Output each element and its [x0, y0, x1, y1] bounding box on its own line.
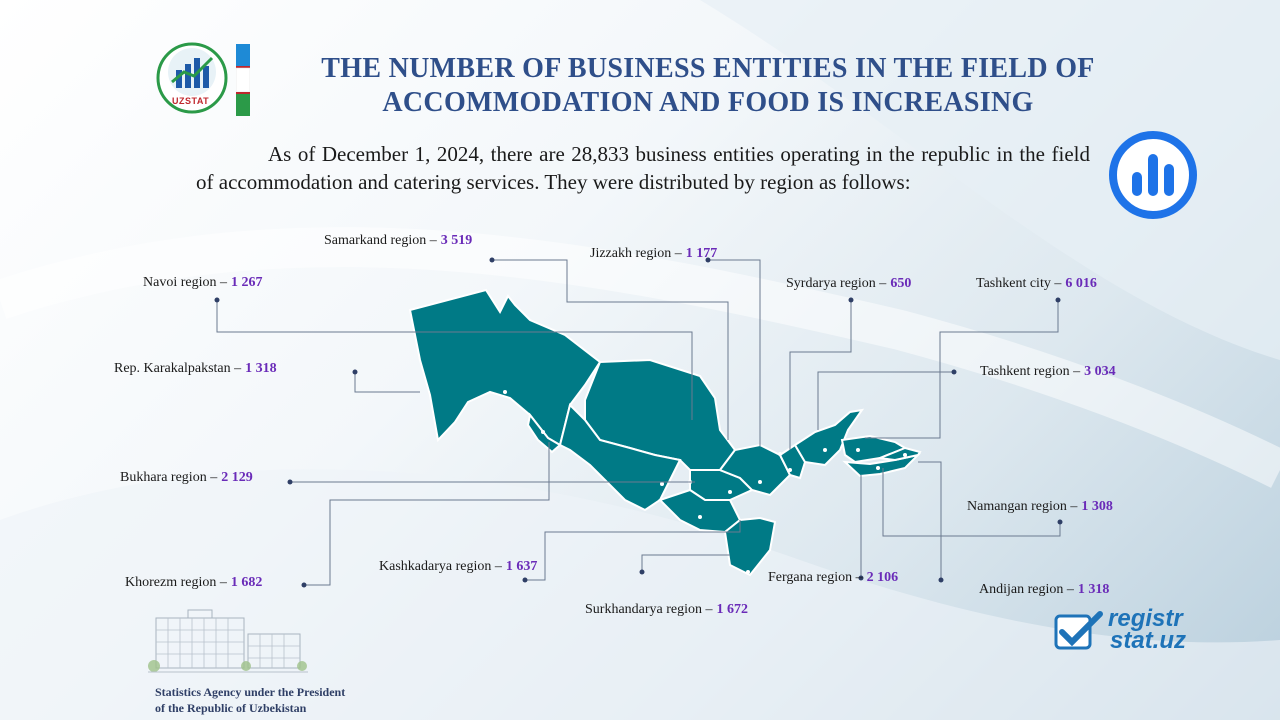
registr-stat-logo: registr stat.uz	[1108, 605, 1187, 654]
agency-name: Statistics Agency under the President of…	[155, 684, 345, 716]
title-line-1: THE NUMBER OF BUSINESS ENTITIES IN THE F…	[321, 53, 1095, 84]
label-khorezm: Khorezm region –1 682	[125, 575, 263, 590]
site-line-1: registr	[1108, 605, 1183, 632]
label-syrdarya: Syrdarya region –650	[786, 276, 912, 291]
page-title: THE NUMBER OF BUSINESS ENTITIES IN THE F…	[268, 52, 1148, 120]
site-line-2: stat.uz	[1110, 627, 1187, 654]
checkmark-icon	[1054, 611, 1103, 650]
label-karakalpakstan: Rep. Karakalpakstan –1 318	[114, 361, 277, 376]
region-andijan	[876, 446, 922, 462]
bar-chart-icon	[1109, 131, 1197, 219]
map-regions	[408, 288, 922, 577]
uzstat-logo	[156, 42, 228, 114]
label-jizzakh: Jizzakh region –1 177	[590, 246, 718, 261]
label-andijan: Andijan region –1 318	[979, 582, 1110, 597]
label-namangan: Namangan region –1 308	[967, 499, 1113, 514]
leader-dots	[214, 257, 1063, 588]
leader-lines	[216, 259, 1061, 586]
agency-line-2: of the Republic of Uzbekistan	[155, 701, 307, 715]
building-illustration	[148, 609, 308, 673]
logo-text: UZSTAT	[172, 96, 210, 106]
label-kashkadarya: Kashkadarya region –1 637	[379, 559, 538, 574]
label-navoi: Navoi region –1 267	[143, 275, 263, 290]
intro-paragraph: As of December 1, 2024, there are 28,833…	[196, 142, 1090, 194]
region-capital-dots	[503, 390, 907, 574]
title-line-2: ACCOMMODATION AND FOOD IS INCREASING	[382, 87, 1034, 118]
region-tashkent	[793, 408, 865, 467]
region-surkhandarya	[723, 516, 777, 577]
label-tashkent-region: Tashkent region –3 034	[980, 364, 1116, 379]
label-fergana: Fergana region –2 106	[768, 570, 899, 585]
label-samarkand: Samarkand region –3 519	[324, 233, 473, 248]
label-surkhandarya: Surkhandarya region –1 672	[585, 602, 749, 617]
label-bukhara: Bukhara region –2 129	[120, 470, 253, 485]
agency-line-1: Statistics Agency under the President	[155, 685, 346, 699]
region-fergana	[842, 453, 922, 478]
uzbekistan-flag	[236, 44, 250, 116]
label-tashkent-city: Tashkent city –6 016	[976, 276, 1097, 291]
